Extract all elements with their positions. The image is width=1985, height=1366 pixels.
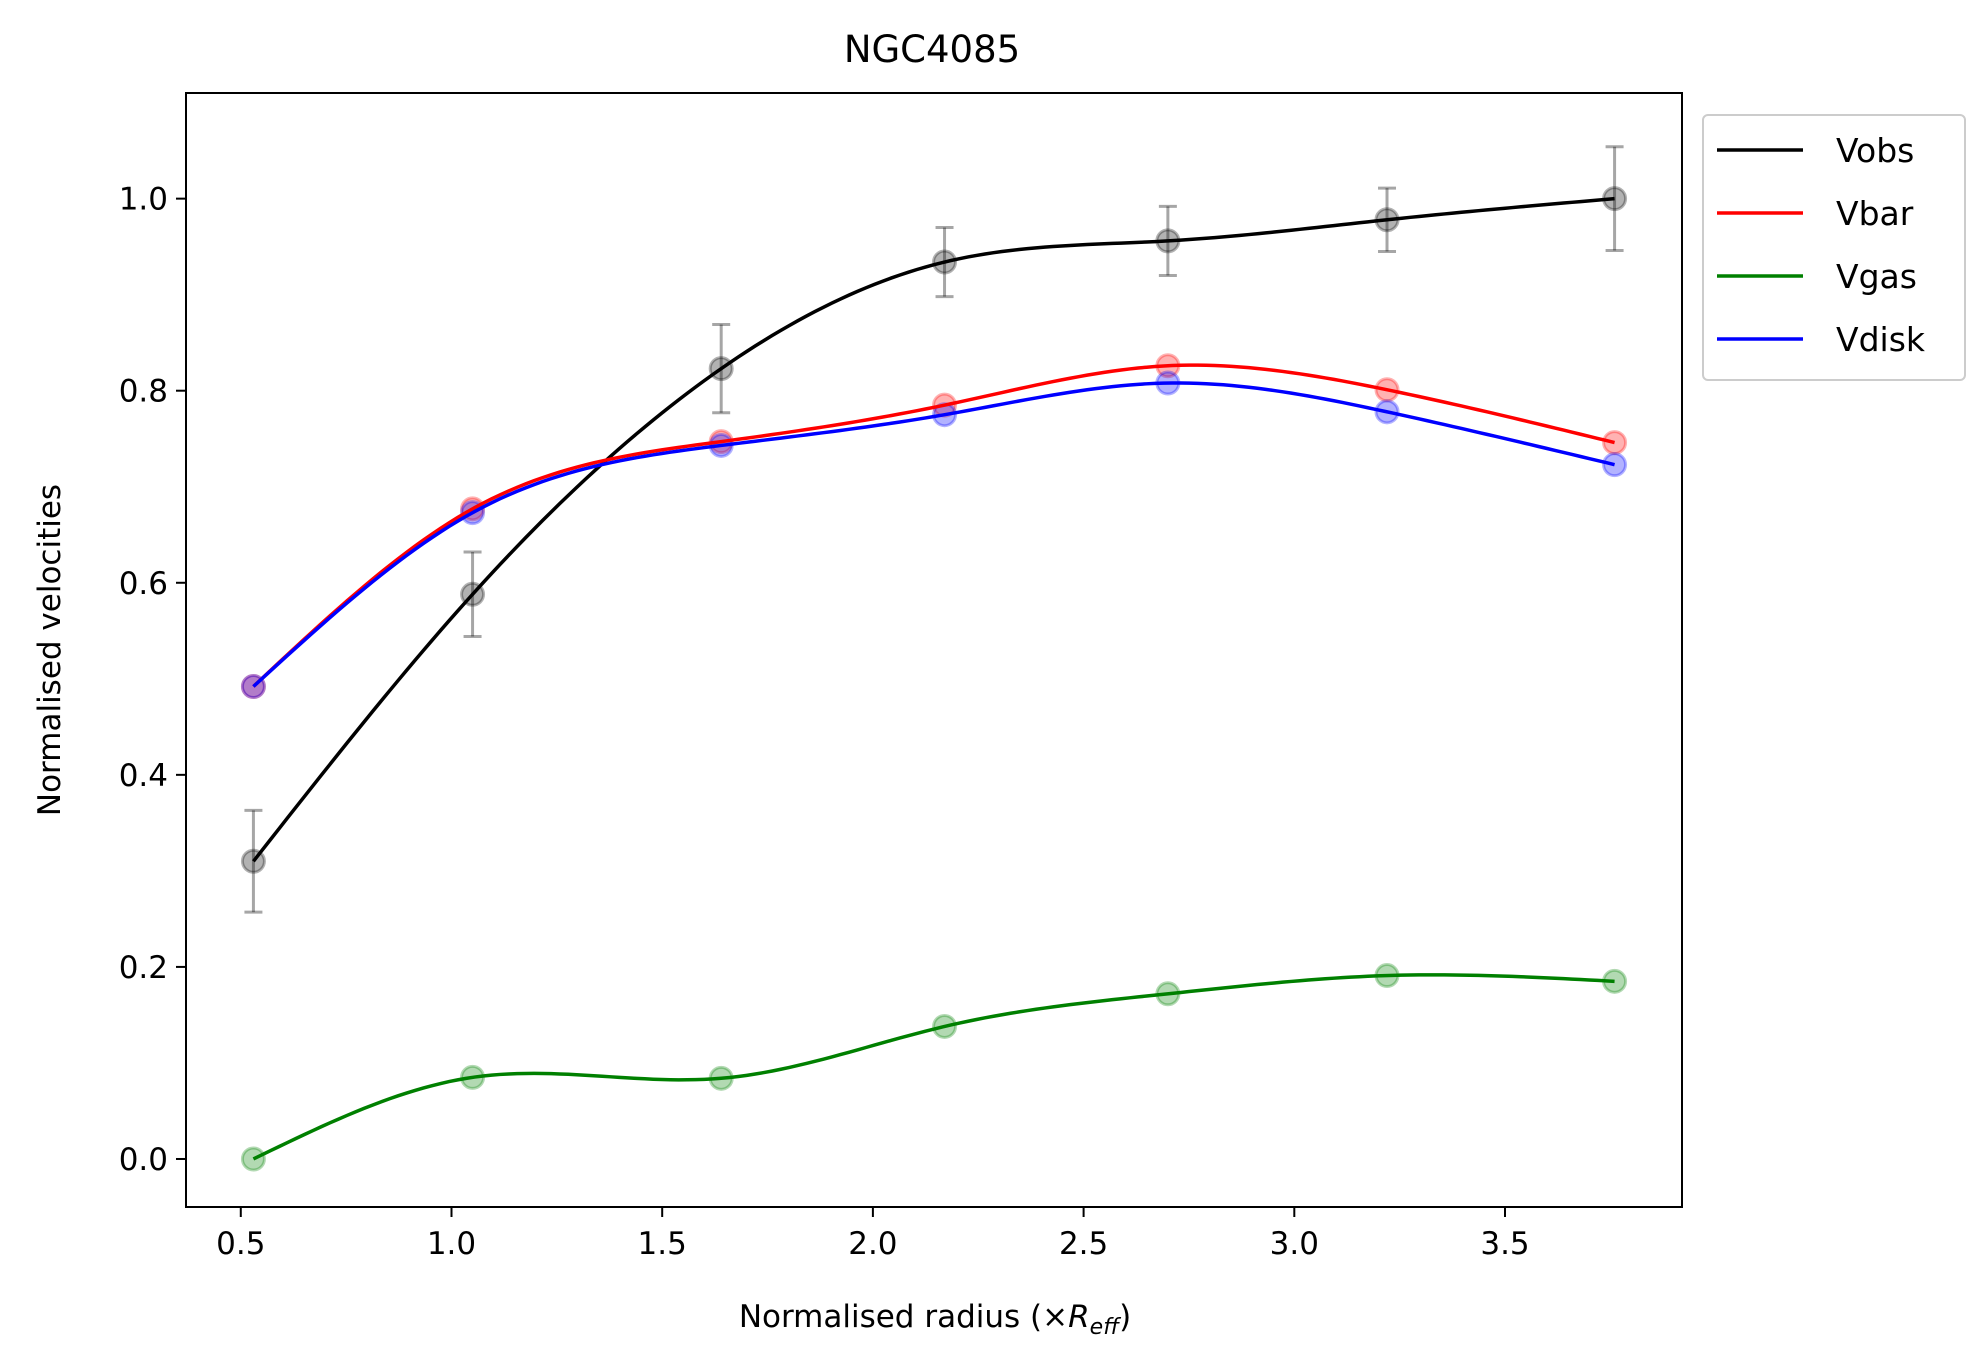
x-tick-label: 3.5 [1480, 1226, 1529, 1262]
x-tick-label: 2.5 [1059, 1226, 1108, 1262]
y-tick-label: 0.2 [119, 950, 168, 986]
chart-title: NGC4085 [844, 28, 1020, 71]
legend: Vobs Vbar Vgas Vdisk [1702, 114, 1966, 381]
plot-frame [185, 92, 1683, 1208]
legend-label-vbar: Vbar [1836, 194, 1914, 233]
x-tick-label: 0.5 [216, 1226, 265, 1262]
x-tick-label: 1.0 [427, 1226, 476, 1262]
vbar-line [252, 363, 1615, 688]
vdisk-point [1602, 452, 1628, 478]
y-axis-label: Normalised velocities [32, 484, 68, 816]
x-axis-label: Normalised radius (×Reff) [739, 1299, 1131, 1340]
y-axis-ticks: 0.0 0.2 0.4 0.6 0.8 1.0 [119, 182, 186, 1178]
y-tick-label: 1.0 [119, 182, 168, 218]
legend-frame [1702, 114, 1966, 381]
y-tick-label: 0.8 [119, 374, 168, 410]
x-axis-ticks: 0.5 1.0 1.5 2.0 2.5 3.0 3.5 [216, 1207, 1530, 1262]
x-axis-label-subscript: eff [1090, 1315, 1122, 1340]
y-tick-label: 0.0 [119, 1142, 168, 1178]
vbar-point [1602, 430, 1628, 456]
y-tick-label: 0.6 [119, 566, 168, 602]
x-axis-label-symbol: R [1068, 1299, 1090, 1335]
x-tick-label: 2.0 [848, 1226, 897, 1262]
legend-label-vobs: Vobs [1836, 131, 1914, 170]
x-axis-label-main: Normalised radius (× [739, 1299, 1068, 1335]
plot-content [240, 145, 1628, 1172]
x-tick-label: 1.5 [638, 1226, 687, 1262]
vdisk-line [252, 381, 1615, 688]
x-axis-label-close: ) [1119, 1299, 1131, 1335]
vgas-point [240, 1146, 266, 1172]
legend-label-vgas: Vgas [1836, 257, 1917, 296]
x-tick-label: 3.0 [1270, 1226, 1319, 1262]
y-tick-label: 0.4 [119, 758, 168, 794]
legend-label-vdisk: Vdisk [1836, 320, 1926, 359]
vgas-line [252, 973, 1615, 1161]
vobs-line [252, 196, 1615, 863]
